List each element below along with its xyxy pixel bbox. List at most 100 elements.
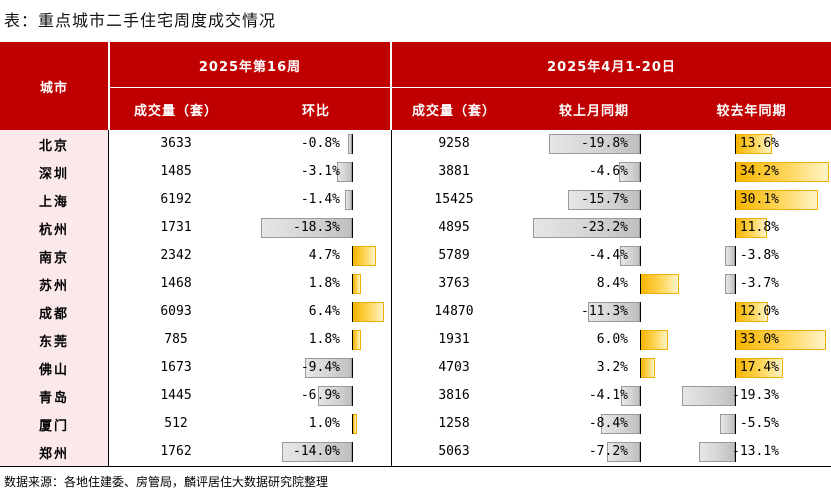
period-volume: 1931 [438,332,470,347]
city-name: 杭州 [0,214,108,242]
mom-change-axis [640,302,641,322]
week-volume: 1673 [160,360,192,375]
wow-change-value: 1.8% [308,276,340,291]
mom-change-axis [640,414,641,434]
wow-change-value: -14.0% [293,444,340,459]
header-wow: 环比 [301,103,330,119]
table-row: 深圳 1485 3881 -3.1% -4.6% 34.2% [0,158,831,186]
data-source-note: 数据来源：各地住建委、房管局，麟评居住大数据研究院整理 [4,475,329,489]
table-row: 上海 6192 15425 -1.4% -15.7% 30.1% [0,186,831,214]
wow-change-axis [352,302,353,322]
mom-change-bar [618,162,640,182]
wow-change-value: -0.8% [300,136,340,151]
period-volume: 3763 [438,276,470,291]
yoy-change-value: -5.5% [739,416,779,431]
mom-change-bar [640,358,655,378]
wow-change-value: -6.9% [300,388,340,403]
header-group-week: 2025年第16周 [198,59,302,75]
period-volume: 4895 [438,220,470,235]
wow-change-bar [260,218,352,238]
city-name: 东莞 [0,326,108,354]
table-title: 表：重点城市二手住宅周度成交情况 [4,11,277,30]
header-divider-row [110,87,831,88]
period-volume: 5789 [438,248,470,263]
period-volume: 9258 [438,136,470,151]
yoy-change-axis [735,442,736,462]
mom-change-value: -4.1% [588,388,628,403]
wow-change-bar [282,442,352,462]
mom-change-value: -15.7% [581,192,628,207]
week-volume: 1468 [160,276,192,291]
yoy-change-axis [735,330,736,350]
yoy-change-value: 17.4% [739,360,779,375]
yoy-change-value: -19.3% [732,388,779,403]
period-volume: 5063 [438,444,470,459]
mom-change-value: 8.4% [596,276,628,291]
mom-change-axis [640,274,641,294]
period-volume: 4703 [438,360,470,375]
week-volume: 1485 [160,164,192,179]
wow-change-axis [352,274,353,294]
table-row: 南京 2342 5789 4.7% -4.4% -3.8% [0,242,831,270]
city-name: 厦门 [0,410,108,438]
mom-change-axis [640,218,641,238]
wow-change-value: 6.4% [308,304,340,319]
week-volume: 6093 [160,304,192,319]
wow-change-bar [345,190,352,210]
wow-change-bar [352,302,384,322]
mom-change-bar [588,302,640,322]
city-name: 北京 [0,130,108,158]
table-row: 苏州 1468 3763 1.8% 8.4% -3.7% [0,270,831,298]
yoy-change-value: 33.0% [739,332,779,347]
column-separator-group [391,130,392,466]
mom-change-bar [601,414,640,434]
table-header: 城市 2025年第16周 2025年4月1-20日 成交量（套） 环比 成交量（… [0,42,831,130]
wow-change-axis [352,330,353,350]
mom-change-value: 6.0% [596,332,628,347]
table-row: 佛山 1673 4703 -9.4% 3.2% 17.4% [0,354,831,382]
period-volume: 14870 [434,304,474,319]
wow-change-axis [352,358,353,378]
mom-change-bar [621,386,640,406]
mom-change-bar [548,134,640,154]
mom-change-value: -19.8% [581,136,628,151]
mom-change-value: -4.6% [588,164,628,179]
wow-change-bar [317,386,352,406]
table-row: 成都 6093 14870 6.4% -11.3% 12.0% [0,298,831,326]
yoy-change-axis [735,274,736,294]
mom-change-value: -7.2% [588,444,628,459]
header-week-volume: 成交量（套） [133,103,218,119]
city-name: 上海 [0,186,108,214]
yoy-change-axis [735,302,736,322]
yoy-change-value: -3.8% [739,248,779,263]
mom-change-bar [640,330,668,350]
wow-change-bar [352,246,376,266]
yoy-change-axis [735,134,736,154]
header-divider-city [108,42,110,130]
table-row: 青岛 1445 3816 -6.9% -4.1% -19.3% [0,382,831,410]
yoy-change-bar [698,442,735,462]
week-volume: 512 [164,416,188,431]
week-volume: 1762 [160,444,192,459]
yoy-change-bar [724,274,735,294]
city-name: 苏州 [0,270,108,298]
mom-change-value: -23.2% [581,220,628,235]
mom-change-value: -11.3% [581,304,628,319]
yoy-change-value: 34.2% [739,164,779,179]
week-volume: 1731 [160,220,192,235]
wow-change-axis [352,386,353,406]
mom-change-value: -8.4% [588,416,628,431]
table-body: 北京 3633 9258 -0.8% -19.8% 13.6% 深圳 1485 3881 -3.1… [0,130,831,466]
header-period-volume: 成交量（套） [411,103,496,119]
city-name: 深圳 [0,158,108,186]
yoy-change-axis [735,218,736,238]
wow-change-bar [352,274,361,294]
wow-change-axis [352,162,353,182]
yoy-change-axis [735,358,736,378]
mom-change-axis [640,358,641,378]
mom-change-value: -4.4% [588,248,628,263]
mom-change-axis [640,190,641,210]
yoy-change-value: -13.1% [732,444,779,459]
header-yoy: 较去年同期 [716,103,787,119]
wow-change-value: 1.0% [308,416,340,431]
